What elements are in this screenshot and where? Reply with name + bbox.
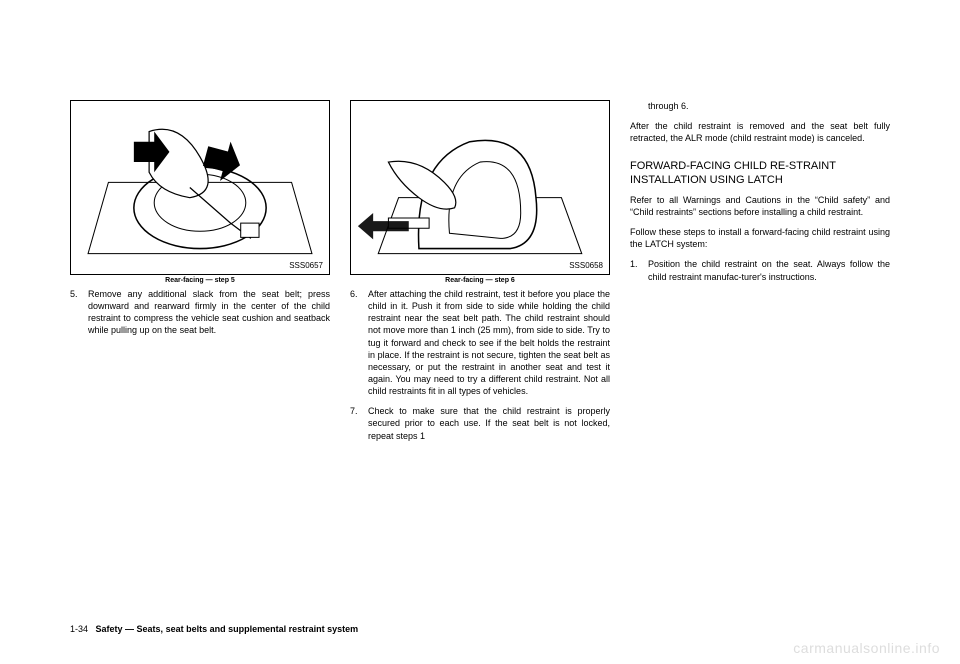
paragraph-warnings: Refer to all Warnings and Cautions in th… (630, 194, 890, 218)
page-number: 1-34 (70, 624, 88, 634)
diagram-code-2: SSS0658 (569, 261, 603, 270)
step-5: 5. Remove any additional slack from the … (70, 288, 330, 337)
step-7-text: Check to make sure that the child restra… (368, 405, 610, 441)
manual-page: SSS0657 Rear-facing — step 5 5. Remove a… (0, 0, 960, 664)
step-6-number: 6. (350, 288, 368, 397)
cont-text: through 6. (648, 101, 689, 111)
step-7: 7. Check to make sure that the child res… (350, 405, 610, 441)
caption-step5: Rear-facing — step 5 (70, 277, 330, 284)
step-6-text: After attaching the child restraint, tes… (368, 288, 610, 397)
diagram-step6: SSS0658 (350, 100, 610, 275)
step-1-number: 1. (630, 258, 648, 282)
continuation-text: through 6. (630, 100, 890, 112)
step-6: 6. After attaching the child restraint, … (350, 288, 610, 397)
carseat-test-illustration (351, 101, 609, 274)
step-5-text: Remove any additional slack from the sea… (88, 288, 330, 337)
step-1-text: Position the child restraint on the seat… (648, 258, 890, 282)
column-3: through 6. After the child restraint is … (630, 100, 890, 606)
paragraph-alr: After the child restraint is removed and… (630, 120, 890, 144)
column-2: SSS0658 Rear-facing — step 6 6. After at… (350, 100, 610, 606)
page-footer: 1-34 Safety — Seats, seat belts and supp… (70, 624, 890, 634)
paragraph-steps-intro: Follow these steps to install a forward-… (630, 226, 890, 250)
watermark-text: carmanualsonline.info (793, 640, 940, 656)
diagram-code-1: SSS0657 (289, 261, 323, 270)
heading-forward-facing: FORWARD-FACING CHILD RE-STRAINT INSTALLA… (630, 160, 890, 188)
caption-step6: Rear-facing — step 6 (350, 277, 610, 284)
carseat-press-illustration (71, 101, 329, 274)
step-5-number: 5. (70, 288, 88, 337)
column-1: SSS0657 Rear-facing — step 5 5. Remove a… (70, 100, 330, 606)
step-1-latch: 1. Position the child restraint on the s… (630, 258, 890, 282)
diagram-step5: SSS0657 (70, 100, 330, 275)
step-7-number: 7. (350, 405, 368, 441)
three-column-layout: SSS0657 Rear-facing — step 5 5. Remove a… (70, 100, 890, 606)
footer-section: Safety — Seats, seat belts and supplemen… (96, 624, 359, 634)
